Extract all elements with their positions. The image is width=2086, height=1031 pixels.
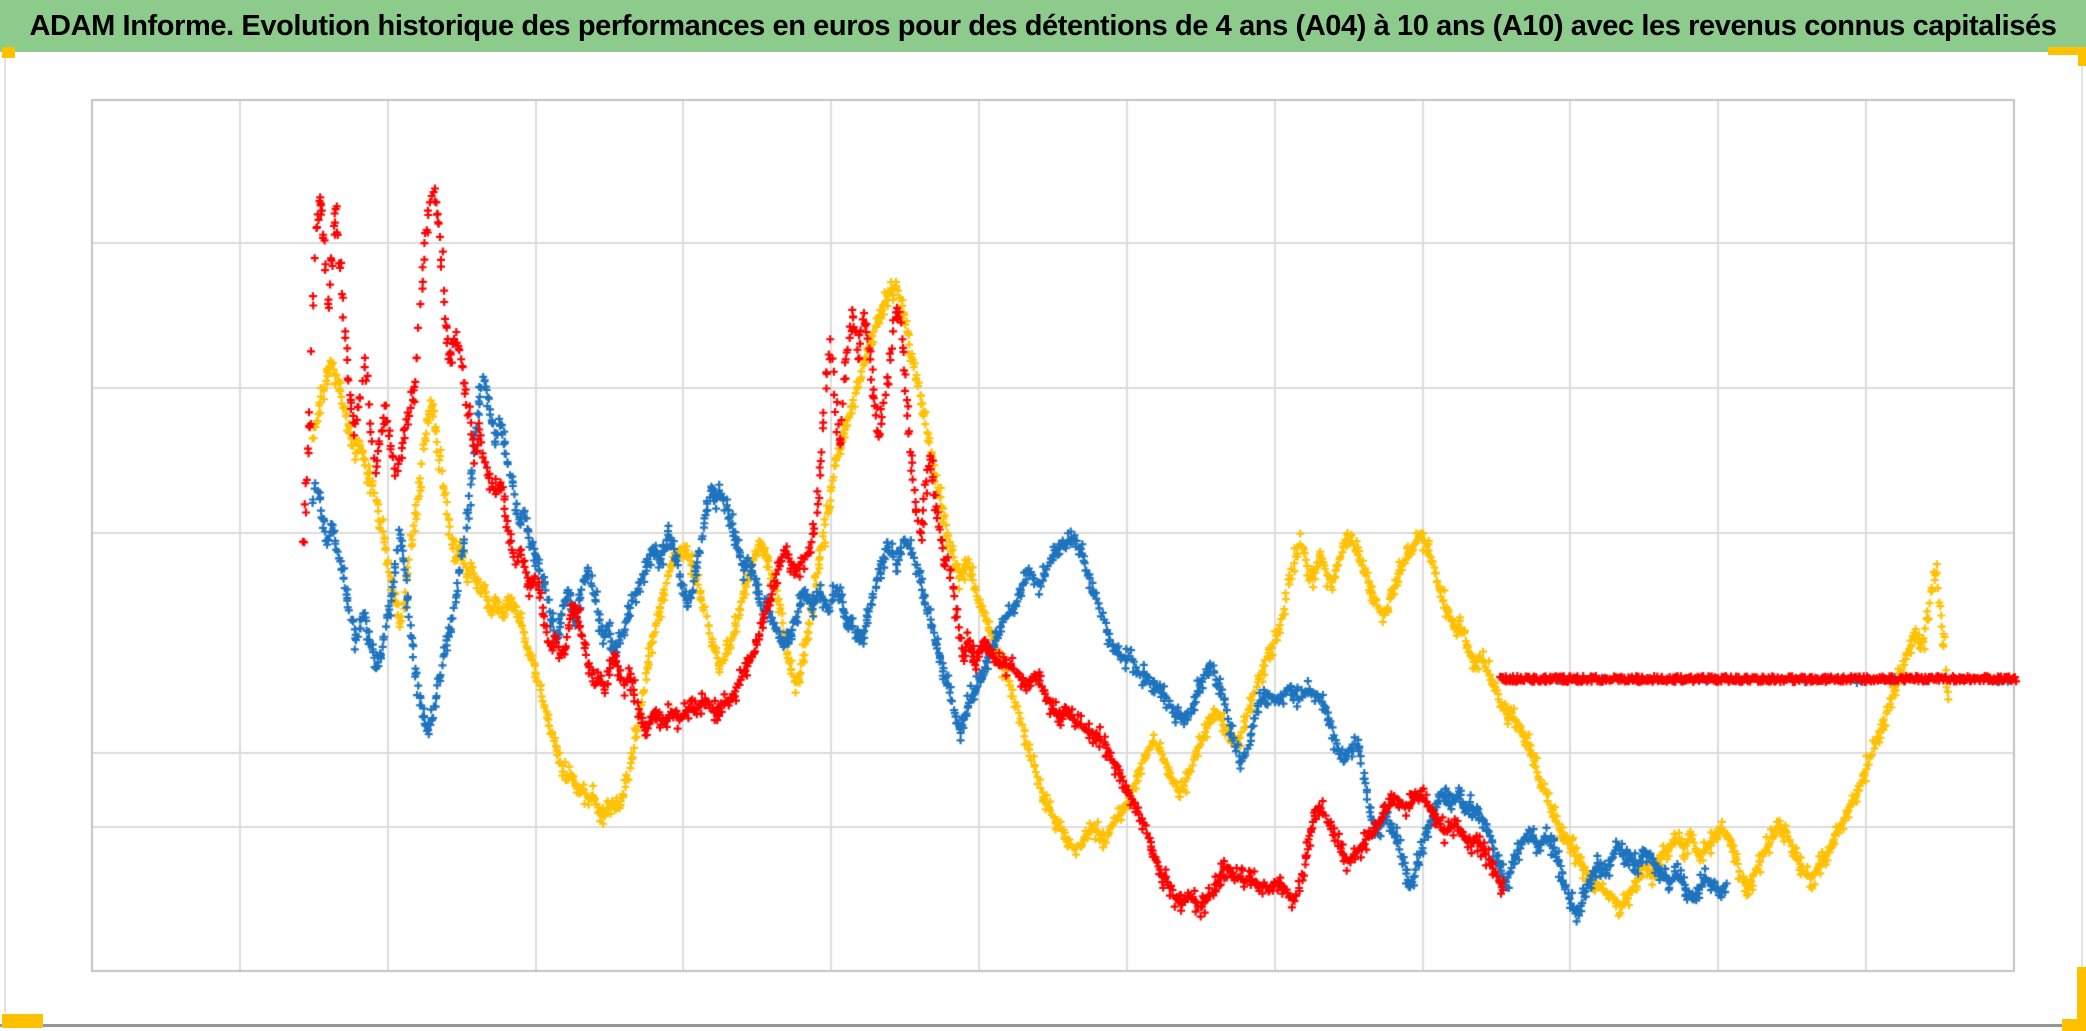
chart-title-bar: ADAM Informe. Evolution historique des p… [0,0,2086,52]
left-edge-line [4,58,6,1013]
right-edge-line [2081,64,2083,1014]
corner-handle-top-left [2,47,15,58]
corner-handle-top-right-horizontal [2048,47,2086,55]
corner-handle-top-right-vertical [2078,47,2086,66]
corner-handle-bottom-left [2,1014,43,1028]
corner-handle-bottom-right-vertical [2077,967,2086,1023]
corner-handle-bottom-right-horizontal [2062,1019,2086,1031]
bottom-rule [0,1024,2086,1027]
chart-title-text: ADAM Informe. Evolution historique des p… [29,10,2057,42]
